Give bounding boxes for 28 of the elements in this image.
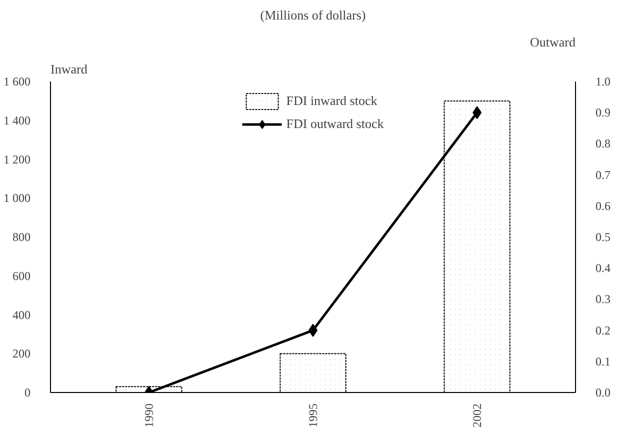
y2-tick-label: 0.3: [596, 292, 610, 306]
y2-tick-label: 0.7: [596, 168, 610, 182]
y2-tick-label: 0.6: [596, 198, 610, 213]
y2-tick-label: 0.1: [596, 354, 610, 368]
x-tick-label: 1990: [142, 404, 156, 428]
y-tick-label: 1 200: [4, 152, 30, 166]
y2-tick-label: 1.0: [596, 74, 610, 88]
y-tick-label: 600: [12, 268, 30, 283]
y2-tick-label: 0.4: [596, 261, 610, 276]
y2-tick-label: 0.9: [596, 106, 610, 120]
y-tick-label: 200: [12, 346, 30, 361]
x-tick-label: 2002: [470, 404, 484, 428]
y-tick-label: 1 400: [4, 113, 30, 128]
y-tick-label: 1 600: [4, 74, 30, 88]
chart-title: (Millions of dollars): [260, 8, 366, 22]
x-tick-label: 1995: [306, 404, 320, 428]
y2-tick-label: 0.0: [596, 386, 610, 400]
y-tick-label: 400: [12, 308, 30, 322]
y-tick-label: 0: [24, 386, 30, 400]
legend-label: FDI inward stock: [286, 93, 378, 109]
y2-tick-label: 0.8: [596, 136, 610, 151]
y-tick-label: 800: [12, 230, 30, 244]
y-tick-label: 1 000: [4, 191, 30, 206]
y2-tick-label: 0.2: [596, 323, 610, 338]
y-axis-title: Inward: [50, 62, 88, 76]
y2-axis-title: Outward: [530, 34, 576, 50]
y2-tick-label: 0.5: [596, 230, 610, 244]
legend-label: FDI outward stock: [286, 116, 384, 132]
